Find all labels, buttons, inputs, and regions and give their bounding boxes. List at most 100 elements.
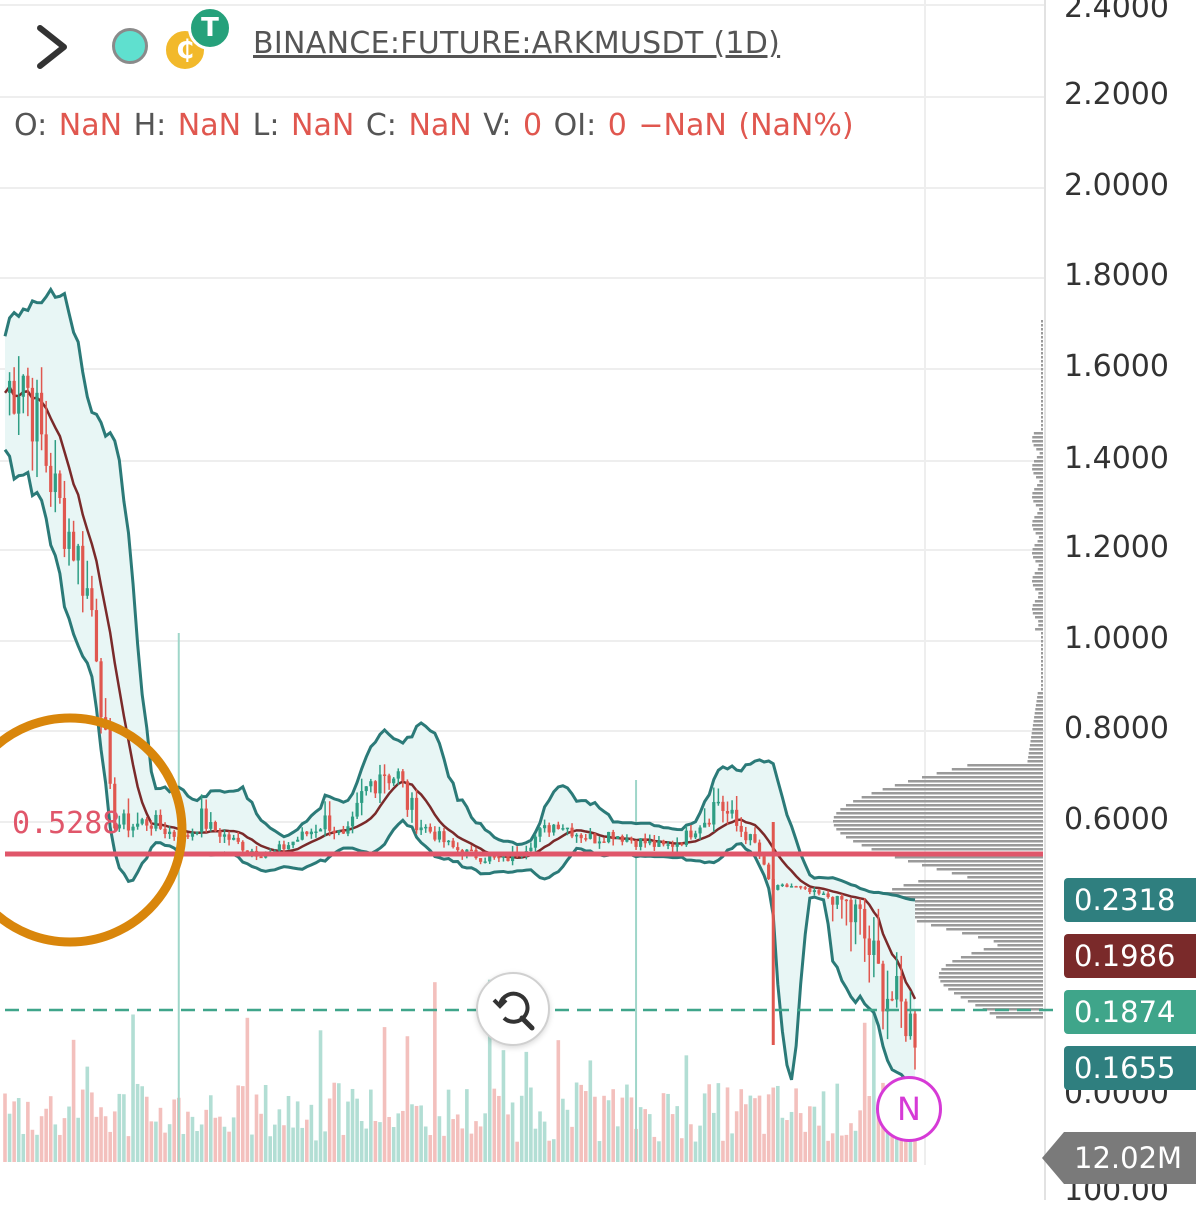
volume-profile-bar xyxy=(946,928,1043,931)
volume-profile-bar xyxy=(884,892,1043,895)
volume-bar xyxy=(99,1107,103,1162)
volume-bar xyxy=(346,1101,350,1162)
volume-profile-bar xyxy=(1033,432,1043,435)
candle-body xyxy=(584,838,588,840)
oi-value: 0 xyxy=(607,108,627,143)
candle-body xyxy=(401,771,405,782)
candle-body xyxy=(35,392,39,442)
volume-profile-bar xyxy=(1032,548,1043,551)
volume-bar xyxy=(94,1116,99,1162)
volume-bar xyxy=(181,1133,186,1162)
y-tick-label: 1.0000 xyxy=(1064,621,1169,656)
volume-profile-bar xyxy=(962,932,1043,935)
volume-bar xyxy=(76,1117,80,1162)
volume-bar xyxy=(776,1085,780,1162)
candle-body xyxy=(58,473,62,498)
volume-profile-bar xyxy=(1041,352,1043,355)
volume-bars xyxy=(3,633,917,1162)
volume-profile-bar xyxy=(1041,404,1043,407)
candle-body xyxy=(478,858,483,862)
volume-profile-bar xyxy=(1041,676,1043,679)
candle-body xyxy=(547,825,551,833)
volume-profile-bar xyxy=(871,792,1043,795)
volume-bar xyxy=(44,1108,48,1162)
candle-body xyxy=(611,831,615,839)
close-value: NaN xyxy=(408,108,472,143)
volume-bar xyxy=(245,1017,250,1162)
candle-body xyxy=(716,801,720,804)
candle-body xyxy=(236,837,240,842)
volume-profile-bar xyxy=(1041,340,1043,343)
candle-body xyxy=(556,824,560,829)
volume-bar xyxy=(378,1122,382,1162)
volume-profile-bar xyxy=(1034,712,1043,715)
y-tick-label: 2.0000 xyxy=(1064,168,1169,203)
candle-body xyxy=(561,828,565,830)
band-upper xyxy=(3,286,916,902)
volume-profile-bar xyxy=(1035,588,1043,591)
volume-bar xyxy=(158,1107,163,1162)
volume-bar xyxy=(876,1103,881,1162)
volume-bar xyxy=(327,1098,332,1162)
candle-body xyxy=(753,834,757,843)
candle-body xyxy=(26,375,30,388)
candle-body xyxy=(149,825,153,829)
candle-body xyxy=(154,814,158,829)
volume-profile-bar xyxy=(1035,628,1043,631)
volume-bar xyxy=(684,1055,689,1162)
volume-bar xyxy=(789,1111,794,1162)
volume-profile-bar xyxy=(1041,408,1043,411)
volume-profile-bar xyxy=(948,988,1043,991)
candle-body xyxy=(785,884,789,887)
volume-bar xyxy=(300,1127,305,1162)
candle-body xyxy=(291,841,295,846)
candle-body xyxy=(232,837,236,840)
volume-profile-bar xyxy=(1041,320,1043,323)
candle-body xyxy=(355,802,359,817)
candle-body xyxy=(501,856,506,858)
candle-body xyxy=(533,836,538,848)
volume-bar xyxy=(437,1116,442,1162)
volume-bar xyxy=(606,1100,611,1162)
candle-body xyxy=(204,808,208,829)
volume-bar xyxy=(579,1084,583,1162)
indicator-badge[interactable]: N xyxy=(876,1076,942,1142)
candle-body xyxy=(666,844,670,846)
volume-profile-bar xyxy=(1036,476,1043,479)
volume-profile-bar xyxy=(1041,680,1043,683)
volume-profile-bar xyxy=(1032,468,1043,471)
volume-bar xyxy=(341,1134,346,1162)
chevron-right-icon[interactable] xyxy=(30,22,74,72)
reset-zoom-button[interactable] xyxy=(476,972,550,1046)
volume-profile-bar xyxy=(1037,696,1043,699)
volume-profile-bar xyxy=(1030,740,1043,743)
change-percent: (NaN%) xyxy=(738,108,854,143)
candle-body xyxy=(799,886,803,888)
y-tick-label: 1.4000 xyxy=(1064,441,1169,476)
volume-profile-bar xyxy=(1032,552,1043,555)
volume-bar xyxy=(318,1030,323,1162)
volume-profile-bar xyxy=(916,920,1043,923)
volume-profile-bar xyxy=(1041,656,1043,659)
candle-body xyxy=(565,827,570,830)
candle-body xyxy=(602,841,606,843)
candle-body xyxy=(488,856,492,862)
volume-profile-bar xyxy=(1032,604,1043,607)
volume-bar xyxy=(826,1140,830,1162)
candle-body xyxy=(117,824,121,829)
volume-profile-bar xyxy=(1032,576,1043,579)
volume-bar xyxy=(643,1109,648,1162)
symbol-title[interactable]: BINANCE:FUTURE:ARKMUSDT (1D) xyxy=(253,26,781,61)
volume-profile-bar xyxy=(1032,612,1043,615)
candle-body xyxy=(90,588,94,611)
volume-profile-bar xyxy=(1041,672,1043,675)
volume-bar xyxy=(291,1127,295,1162)
volume-bar xyxy=(817,1125,821,1162)
volume-bar xyxy=(231,1117,236,1162)
volume-bar xyxy=(122,1094,126,1162)
volume-bar xyxy=(744,1104,748,1162)
y-tick-label: 1.8000 xyxy=(1064,258,1169,293)
volume-bar xyxy=(702,1093,707,1162)
volume-bar xyxy=(323,1131,327,1162)
